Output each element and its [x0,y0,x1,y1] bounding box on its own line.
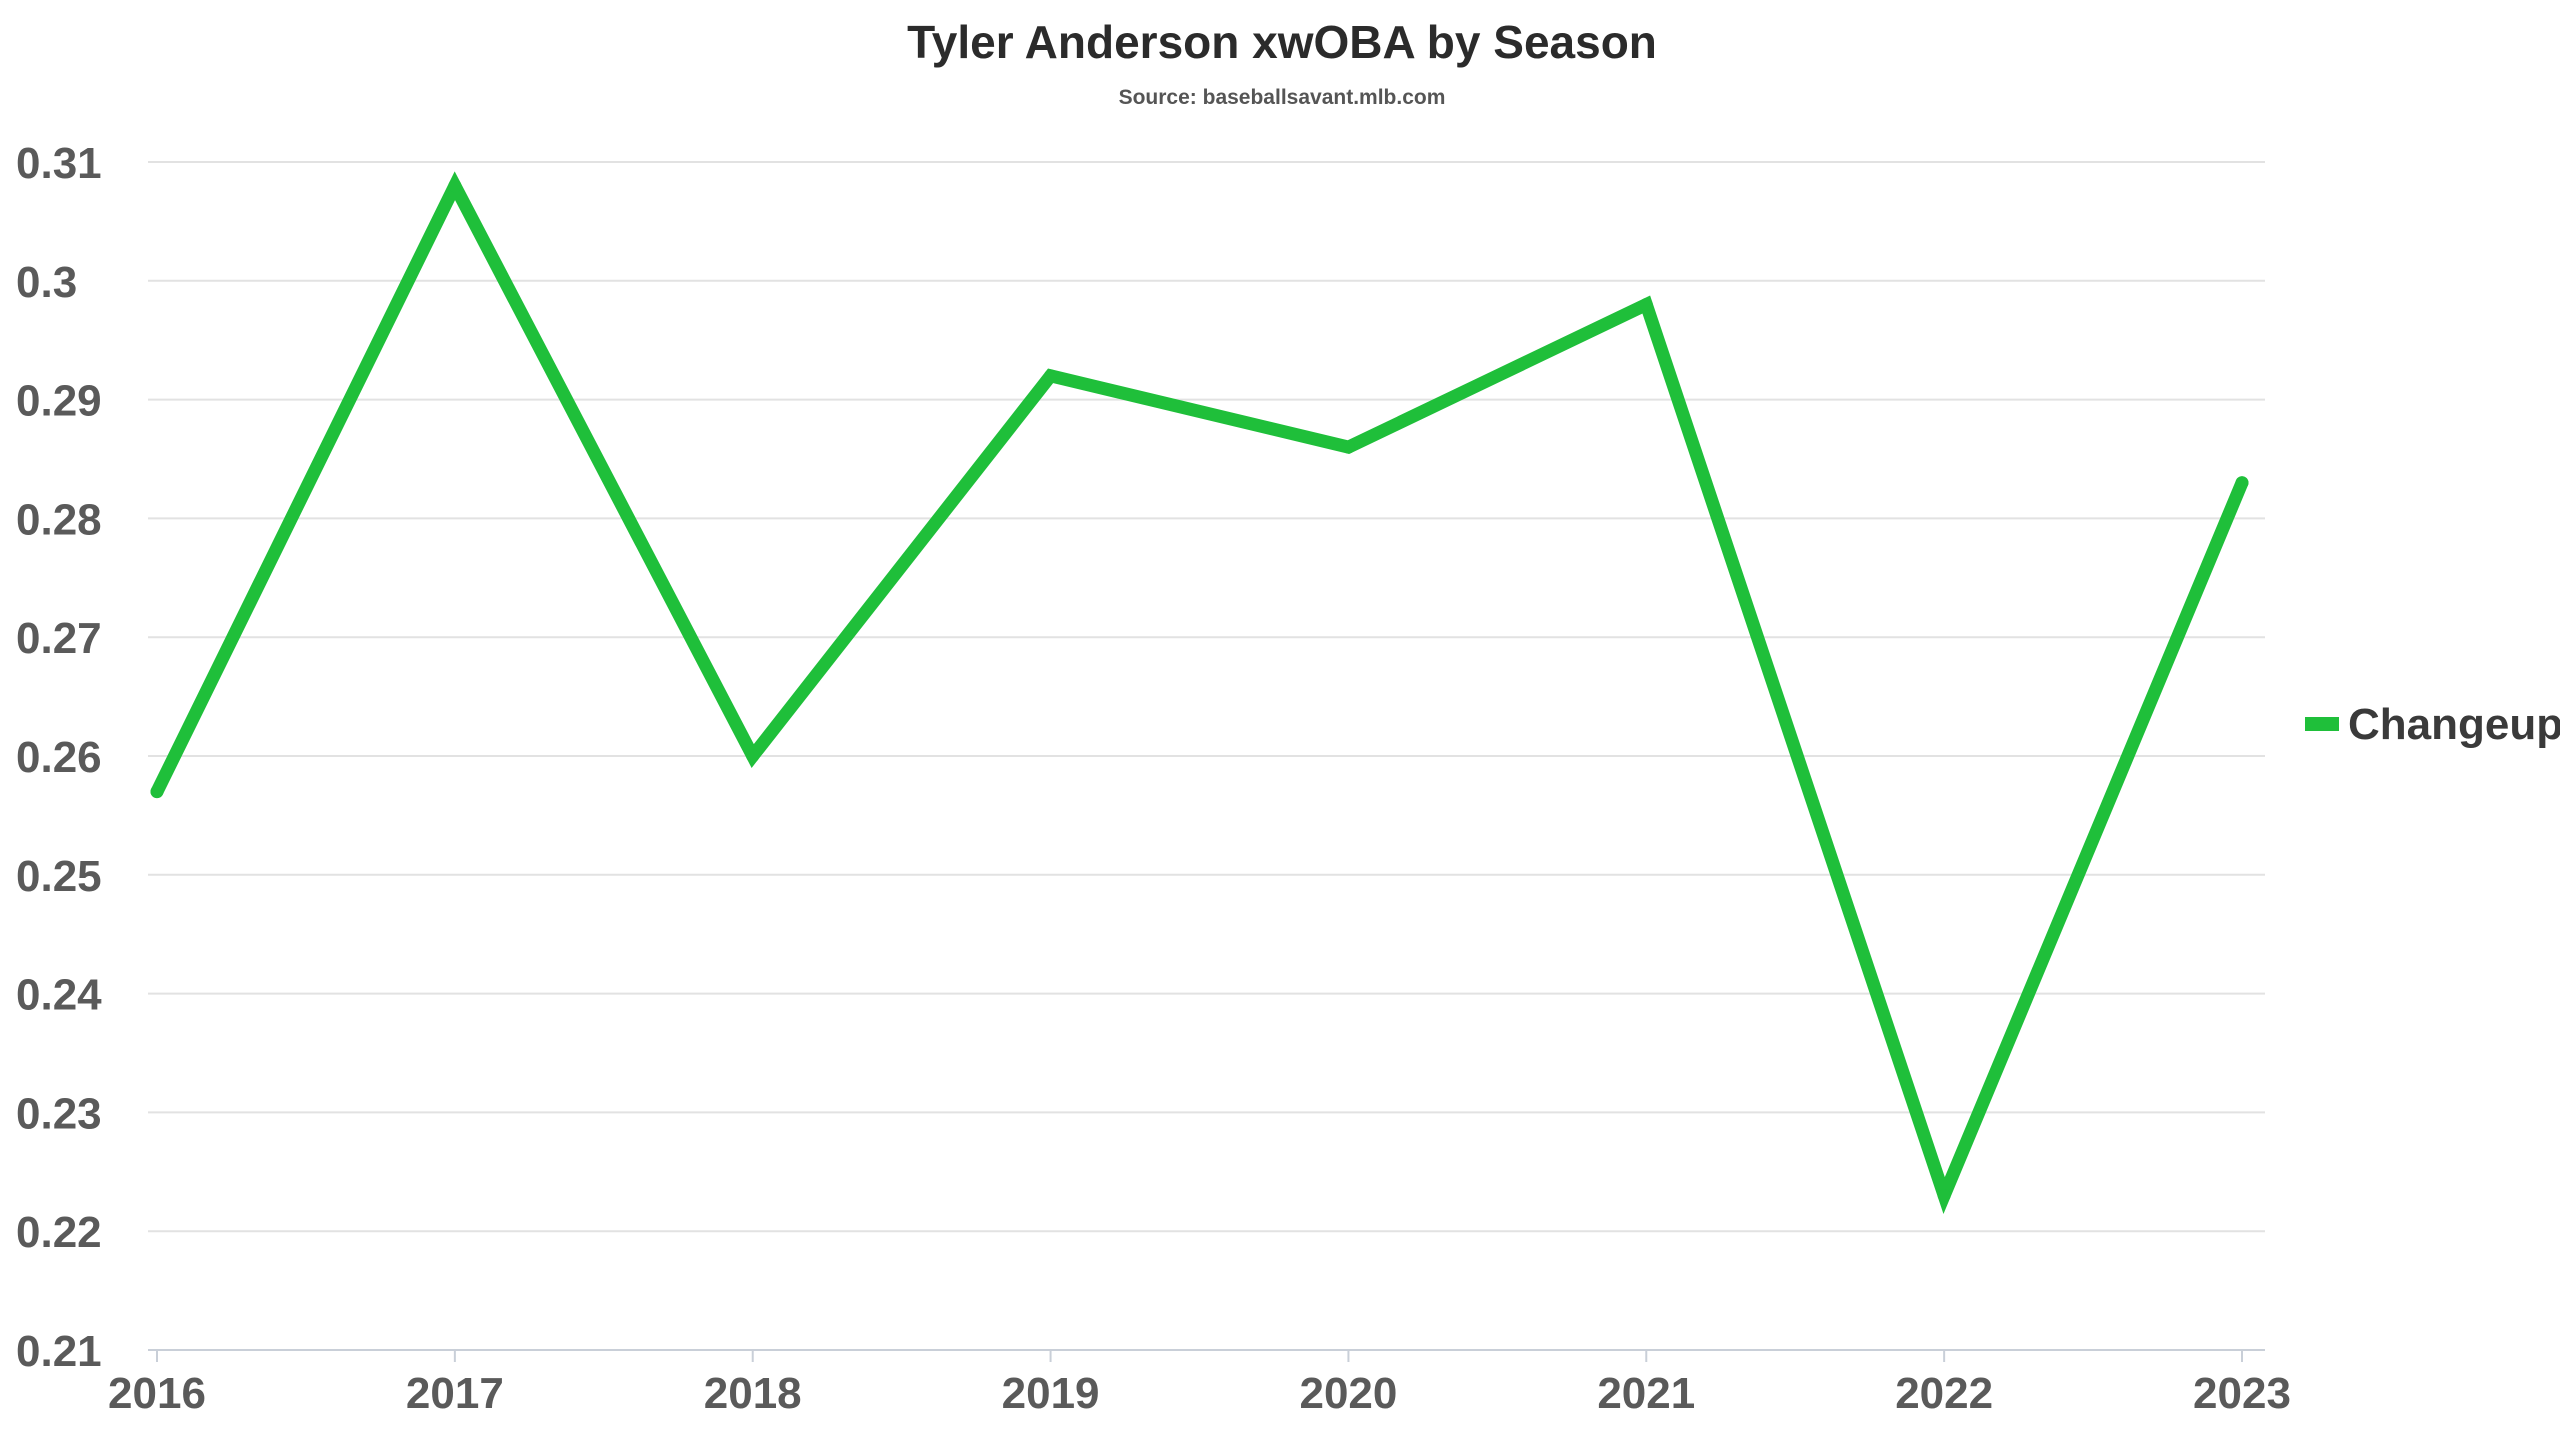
y-tick-label: 0.26 [16,733,102,782]
y-tick-label: 0.25 [16,852,102,901]
y-tick-label: 0.29 [16,377,102,426]
series-lines [150,171,2249,1215]
data-point[interactable] [1937,1189,1951,1203]
x-tick-label: 2021 [1597,1369,1695,1418]
y-tick-label: 0.21 [16,1327,102,1376]
chart-subtitle: Source: baseballsavant.mlb.com [1119,86,1446,109]
grid-lines [148,161,2265,1233]
data-point[interactable] [150,785,164,799]
data-point[interactable] [1341,440,1355,454]
y-axis-ticks: 0.21 0.22 0.23 0.24 0.25 0.26 0.27 0.28 0.29 0.3 0… [16,139,102,1376]
x-tick-label: 2022 [1895,1369,1993,1418]
x-tick-label: 2020 [1299,1369,1397,1418]
series-line-changeup [150,171,2249,1215]
chart-title: Tyler Anderson xwOBA by Season [907,16,1657,68]
y-tick-label: 0.27 [16,614,102,663]
y-tick-label: 0.28 [16,495,102,544]
data-point[interactable] [1639,298,1653,312]
x-tick-label: 2023 [2193,1369,2291,1418]
data-point[interactable] [1044,369,1058,383]
data-point[interactable] [448,179,462,193]
x-tick-label: 2017 [406,1369,504,1418]
y-tick-label: 0.3 [16,258,77,307]
legend[interactable]: Changeup [2305,700,2560,749]
x-tick-label: 2016 [108,1369,206,1418]
data-point[interactable] [2235,476,2249,490]
x-tick-label: 2019 [1002,1369,1100,1418]
y-tick-label: 0.24 [16,971,102,1020]
x-axis-ticks: 2016 2017 2018 2019 2020 2021 2022 2023 [108,1350,2291,1418]
legend-label[interactable]: Changeup [2348,700,2560,749]
data-point[interactable] [746,749,760,763]
y-tick-label: 0.22 [16,1208,102,1257]
data-points [150,179,2249,1203]
y-tick-label: 0.23 [16,1089,102,1138]
legend-swatch[interactable] [2305,717,2339,731]
x-tick-label: 2018 [704,1369,802,1418]
y-tick-label: 0.31 [16,139,102,188]
